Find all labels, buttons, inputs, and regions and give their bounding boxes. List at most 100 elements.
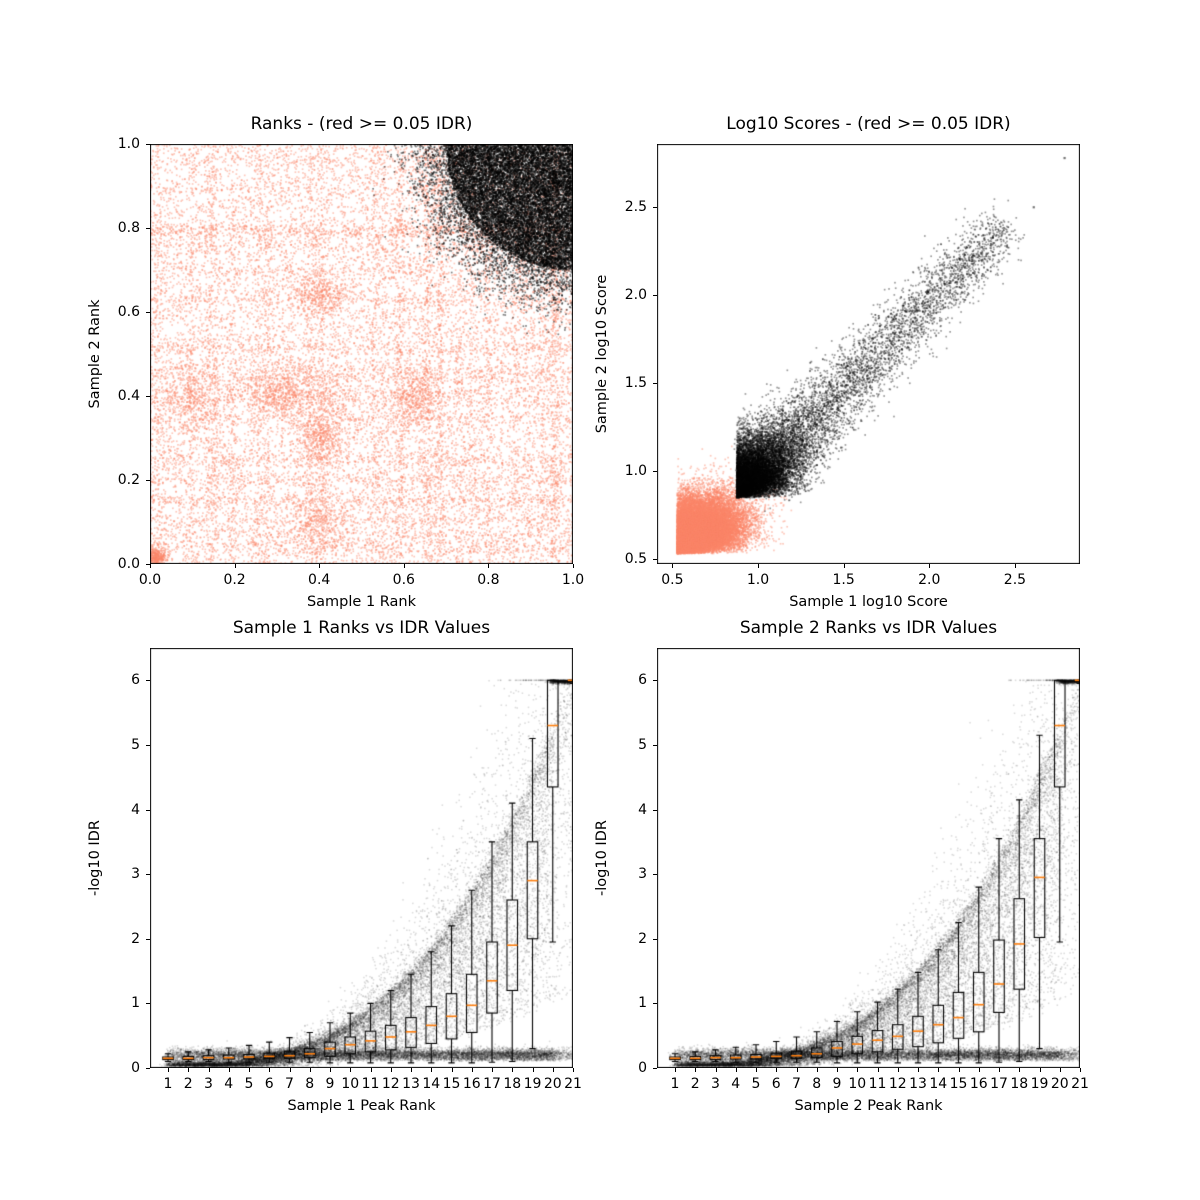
x-tick-label: 9 xyxy=(832,1076,842,1092)
x-tick-mark xyxy=(929,564,931,568)
x-tick-mark xyxy=(168,1068,170,1072)
x-tick-mark xyxy=(877,1068,879,1072)
x-tick-label: 18 xyxy=(1010,1076,1029,1092)
x-tick-mark xyxy=(289,1068,291,1072)
x-tick-label: 16 xyxy=(969,1076,988,1092)
scores-scatter-canvas xyxy=(657,144,1080,564)
x-tick-mark xyxy=(695,1068,697,1072)
y-tick-mark xyxy=(653,938,657,940)
x-tick-label: 2.0 xyxy=(918,572,941,588)
x-tick-mark xyxy=(758,564,760,568)
y-tick-label: 0 xyxy=(638,1060,647,1076)
y-tick-mark xyxy=(653,1068,657,1069)
x-tick-mark xyxy=(411,1068,412,1072)
x-tick-label: 12 xyxy=(888,1076,907,1092)
x-tick-label: 5 xyxy=(751,1076,761,1092)
x-tick-label: 14 xyxy=(422,1076,441,1092)
x-tick-label: 1 xyxy=(163,1076,173,1092)
x-tick-mark xyxy=(208,1068,210,1072)
x-tick-label: 3 xyxy=(204,1076,213,1092)
x-axis-label: Sample 1 log10 Score xyxy=(789,594,948,610)
y-tick-label: 1 xyxy=(638,995,647,1012)
y-tick-mark xyxy=(146,680,150,682)
y-tick-label: 2 xyxy=(638,930,647,947)
y-tick-label: 3 xyxy=(131,866,140,883)
x-tick-mark xyxy=(776,1068,778,1072)
y-tick-mark xyxy=(146,228,150,229)
plot-title: Sample 1 Ranks vs IDR Values xyxy=(232,618,491,638)
x-tick-label: 10 xyxy=(848,1076,867,1092)
y-tick-mark xyxy=(146,809,150,811)
y-tick-label: 5 xyxy=(638,736,647,753)
y-tick-mark xyxy=(146,1068,150,1069)
y-tick-mark xyxy=(146,396,150,397)
x-tick-mark xyxy=(390,1068,392,1072)
x-axis-label: Sample 1 Peak Rank xyxy=(287,1098,436,1114)
x-tick-label: 0.2 xyxy=(223,572,246,588)
x-tick-label: 3 xyxy=(711,1076,720,1092)
y-tick-mark xyxy=(653,295,657,297)
x-tick-label: 2.5 xyxy=(1003,572,1027,588)
x-tick-mark xyxy=(843,564,845,568)
x-tick-mark xyxy=(675,1068,677,1072)
y-tick-label: 0.8 xyxy=(117,220,140,236)
x-tick-label: 18 xyxy=(503,1076,522,1092)
x-tick-mark xyxy=(796,1068,798,1072)
x-tick-mark xyxy=(1039,1068,1041,1072)
x-tick-label: 13 xyxy=(402,1076,420,1092)
x-tick-mark xyxy=(735,1068,737,1072)
x-tick-label: 4 xyxy=(731,1076,741,1092)
x-tick-label: 19 xyxy=(523,1076,542,1092)
y-tick-mark xyxy=(653,558,657,560)
x-tick-label: 6 xyxy=(771,1076,781,1092)
x-tick-label: 14 xyxy=(929,1076,948,1092)
rank-idr-2-canvas xyxy=(657,648,1080,1068)
x-tick-label: 2 xyxy=(183,1076,193,1092)
plot-title: Sample 2 Ranks vs IDR Values xyxy=(739,618,998,638)
x-tick-label: 21 xyxy=(564,1076,582,1092)
x-tick-mark xyxy=(431,1068,433,1072)
y-tick-label: 3 xyxy=(638,866,647,883)
x-tick-mark xyxy=(309,1068,311,1072)
y-tick-mark xyxy=(146,1003,150,1005)
y-tick-mark xyxy=(653,809,657,811)
y-tick-mark xyxy=(653,874,657,876)
x-tick-label: 9 xyxy=(325,1076,335,1092)
x-tick-mark xyxy=(330,1068,331,1072)
x-tick-label: 11 xyxy=(361,1076,380,1092)
x-tick-mark xyxy=(552,1068,554,1072)
x-tick-mark xyxy=(1059,1068,1061,1072)
x-tick-label: 10 xyxy=(341,1076,360,1092)
x-tick-label: 1.0 xyxy=(746,572,770,588)
y-tick-label: 2 xyxy=(131,930,140,947)
plot-title: Log10 Scores - (red >= 0.05 IDR) xyxy=(726,114,1011,134)
x-tick-label: 6 xyxy=(264,1076,274,1092)
x-tick-mark xyxy=(1080,1068,1081,1072)
y-tick-label: 0.2 xyxy=(117,472,140,488)
x-tick-label: 0.6 xyxy=(392,572,415,588)
x-tick-label: 1 xyxy=(670,1076,680,1092)
x-tick-label: 5 xyxy=(244,1076,254,1092)
x-tick-label: 16 xyxy=(462,1076,481,1092)
x-tick-mark xyxy=(938,1068,940,1072)
plot-title: Ranks - (red >= 0.05 IDR) xyxy=(250,114,473,134)
y-tick-mark xyxy=(653,744,657,746)
y-axis-label: -log10 IDR xyxy=(594,820,610,896)
x-tick-mark xyxy=(756,1068,758,1072)
y-tick-label: 0 xyxy=(131,1060,140,1076)
y-tick-mark xyxy=(146,744,150,746)
y-tick-label: 2.0 xyxy=(624,287,647,304)
x-tick-mark xyxy=(319,564,321,568)
x-tick-mark xyxy=(451,1068,453,1072)
x-tick-label: 1.0 xyxy=(561,572,585,588)
x-tick-label: 15 xyxy=(949,1076,968,1092)
y-tick-mark xyxy=(653,1003,657,1005)
y-tick-label: 1 xyxy=(131,995,140,1012)
x-tick-label: 0.5 xyxy=(661,572,684,588)
y-tick-mark xyxy=(146,874,150,876)
y-tick-mark xyxy=(146,938,150,940)
x-tick-mark xyxy=(816,1068,818,1072)
x-tick-label: 8 xyxy=(812,1076,822,1092)
x-tick-mark xyxy=(672,564,674,568)
